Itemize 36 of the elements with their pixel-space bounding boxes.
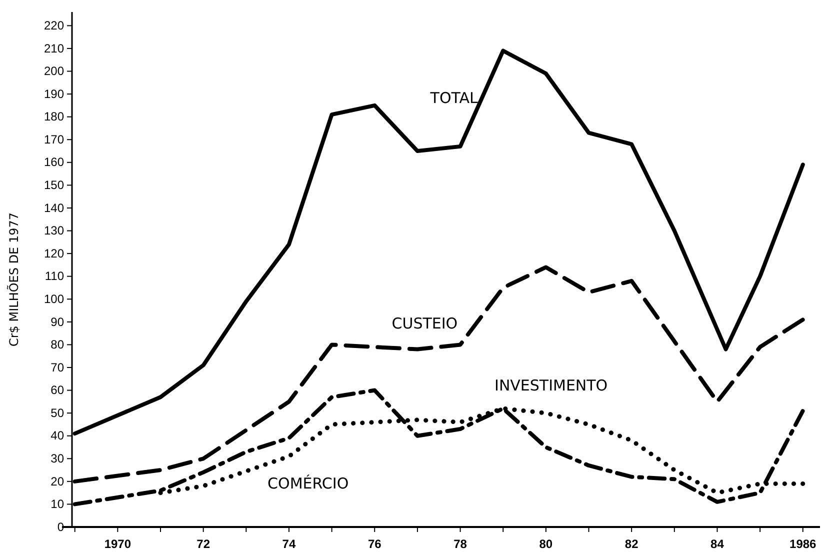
x-tick-label: 1986 — [790, 537, 817, 552]
x-tick-label: 78 — [454, 537, 468, 552]
x-tick-label: 74 — [282, 537, 296, 552]
y-tick-label: 160 — [44, 155, 64, 170]
y-tick-label: 40 — [50, 428, 64, 443]
x-tick-label: 80 — [539, 537, 553, 552]
y-tick-label: 120 — [44, 246, 64, 260]
y-tick-label: 70 — [50, 360, 64, 374]
y-tick-label: 190 — [44, 86, 64, 101]
y-tick-label: 140 — [44, 200, 64, 215]
x-tick-label: 72 — [196, 537, 210, 552]
y-tick-label: 150 — [44, 178, 64, 192]
x-tick-label: 82 — [624, 537, 639, 552]
y-tick-label: 220 — [44, 18, 64, 33]
y-tick-label: 100 — [44, 292, 64, 306]
y-tick-label: 20 — [50, 474, 64, 488]
series-label: TOTAL — [429, 89, 479, 108]
y-tick-label: 130 — [44, 224, 64, 238]
y-tick-label: 110 — [44, 269, 64, 284]
y-axis-title: Cr$ MILHÕES DE 1977 — [6, 212, 21, 346]
y-tick-label: 200 — [44, 64, 64, 78]
series-label: CUSTEIO — [392, 314, 458, 333]
series-label: COMÉRCIO — [268, 474, 349, 492]
y-tick-label: 170 — [44, 132, 64, 146]
y-tick-label: 80 — [50, 338, 64, 352]
y-tick-label: 90 — [50, 314, 64, 329]
y-tick-label: 30 — [50, 451, 64, 466]
series-label: INVESTIMENTO — [494, 376, 608, 394]
x-tick-label: 76 — [368, 537, 382, 552]
y-tick-label: 60 — [50, 383, 64, 398]
y-tick-label: 10 — [50, 497, 64, 512]
y-tick-label: 210 — [44, 41, 64, 56]
y-tick-label: 180 — [44, 110, 64, 124]
x-tick-label: 1970 — [104, 537, 132, 552]
y-tick-label: 50 — [50, 406, 64, 420]
x-tick-label: 84 — [710, 537, 724, 552]
